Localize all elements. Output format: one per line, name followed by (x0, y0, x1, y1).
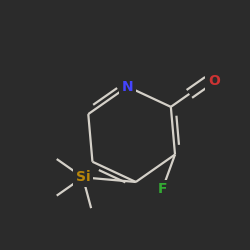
Text: O: O (208, 74, 220, 88)
Text: Si: Si (76, 170, 90, 184)
Text: N: N (122, 80, 133, 94)
Text: F: F (158, 182, 167, 196)
